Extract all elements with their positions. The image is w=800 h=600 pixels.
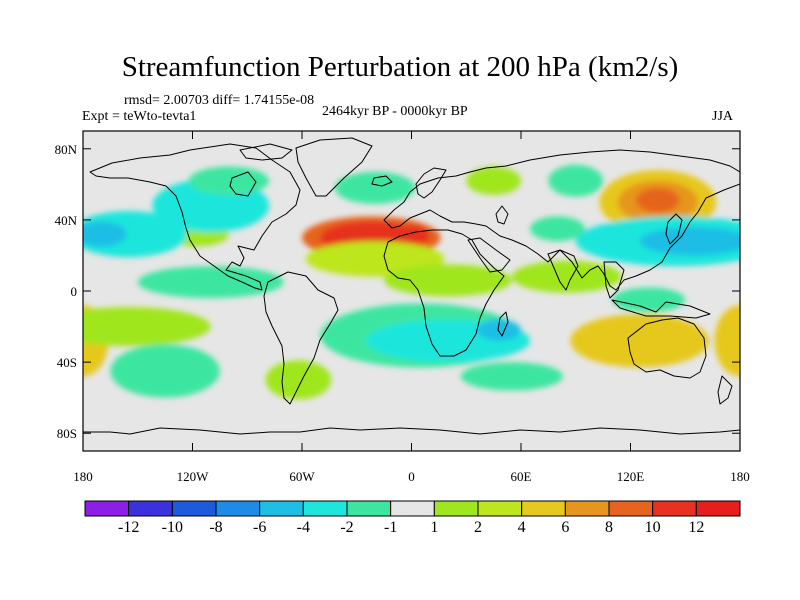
positive-anomaly <box>265 360 332 400</box>
coast-africa <box>383 229 505 357</box>
coast-greenland <box>295 137 373 197</box>
x-tick-label: 120E <box>617 469 645 484</box>
colorbar-box <box>302 500 348 517</box>
negative-anomaly <box>477 319 521 341</box>
coastlines <box>83 137 740 435</box>
experiment-label: Expt = teWto-tevta1 <box>82 109 197 124</box>
colorbar-label: 6 <box>561 519 569 536</box>
negative-anomaly <box>83 221 127 247</box>
colorbar-box <box>259 500 304 517</box>
x-tick-label: 60E <box>511 469 532 484</box>
coast-hudson-bay <box>229 171 257 197</box>
colorbar-box <box>84 500 130 517</box>
coast-india <box>547 249 579 291</box>
negative-anomaly <box>530 216 585 242</box>
colorbar-box <box>477 500 523 517</box>
negative-anomaly <box>612 287 686 313</box>
y-tick-label: 0 <box>71 284 78 299</box>
colorbar-box <box>608 500 654 517</box>
coast-iceland <box>371 175 393 187</box>
coast-arabia <box>467 237 511 273</box>
rmsd-diff-stats: rmsd= 2.00703 diff= 1.74155e-08 <box>124 93 315 108</box>
coast-caspian <box>495 205 509 225</box>
positive-anomaly <box>393 225 430 247</box>
streamfunction-field <box>83 164 740 400</box>
season-label: JJA <box>712 109 734 124</box>
y-tick-label: 40N <box>55 213 78 228</box>
x-tick-label: 0 <box>408 469 415 484</box>
x-axis: 180 120W 60W 0 60E 120E 180 <box>73 131 750 484</box>
negative-anomaly <box>639 227 740 256</box>
negative-anomaly <box>137 266 284 299</box>
coast-antarctica <box>83 427 740 435</box>
positive-anomaly <box>635 187 680 213</box>
colorbar-label: 8 <box>605 519 613 536</box>
colorbar-label: -12 <box>118 519 139 536</box>
coast-new-zealand <box>717 375 733 405</box>
coast-indonesia <box>611 299 711 319</box>
colorbar-label: -6 <box>253 519 266 536</box>
positive-anomaly <box>570 314 709 368</box>
colorbar-label: 10 <box>645 519 661 536</box>
colorbar-label: 1 <box>430 519 438 536</box>
colorbar-box <box>128 500 173 517</box>
positive-anomaly <box>466 166 521 195</box>
colorbar-box <box>433 500 479 517</box>
colorbar-label: 4 <box>518 519 526 536</box>
coast-scandinavia <box>415 167 447 199</box>
negative-anomaly <box>110 344 220 398</box>
x-tick-label: 180 <box>73 469 93 484</box>
colorbar-label: 2 <box>474 519 482 536</box>
coast-south-america <box>263 271 339 405</box>
chart-title: Streamfunction Perturbation at 200 hPa (… <box>121 51 679 83</box>
y-tick-label: 80N <box>55 142 78 157</box>
negative-anomaly <box>460 362 563 391</box>
coast-australia <box>627 317 707 379</box>
colorbar-box <box>346 500 392 517</box>
map-plot: 180 120W 60W 0 60E 120E 180 80N 40N 0 40S 80S <box>55 130 750 484</box>
negative-anomaly <box>548 164 604 197</box>
coast-madagascar <box>497 311 509 337</box>
positive-anomaly <box>511 260 622 293</box>
colorbar-box <box>652 500 697 517</box>
colorbar-box <box>390 500 435 517</box>
coast-japan <box>665 213 683 245</box>
coast-eurasia <box>383 149 740 291</box>
positive-anomaly <box>714 305 740 377</box>
y-axis: 80N 40N 0 40S 80S <box>55 142 740 441</box>
colorbar-label: -1 <box>384 519 397 536</box>
colorbar-label: -8 <box>209 519 222 536</box>
colorbar-box <box>215 500 261 517</box>
colorbar-label: -2 <box>340 519 353 536</box>
negative-anomaly <box>334 171 416 204</box>
positive-anomaly <box>83 307 211 347</box>
coast-arctic-islands <box>239 143 293 161</box>
coast-indochina <box>603 261 625 299</box>
colorbar: -12 -10 -8 -6 -4 -2 -1 1 2 4 6 8 10 12 <box>84 500 741 536</box>
colorbar-box <box>171 500 217 517</box>
colorbar-label: -10 <box>162 519 183 536</box>
y-tick-label: 80S <box>57 426 77 441</box>
colorbar-label: 12 <box>688 519 704 536</box>
colorbar-box <box>695 500 741 517</box>
y-tick-label: 40S <box>57 355 77 370</box>
coast-north-america <box>89 143 301 291</box>
x-tick-label: 120W <box>177 469 210 484</box>
colorbar-label: -4 <box>297 519 310 536</box>
negative-anomaly <box>188 166 270 195</box>
x-tick-label: 60W <box>289 469 315 484</box>
x-tick-label: 180 <box>730 469 750 484</box>
colorbar-box <box>521 500 566 517</box>
period-label: 2464kyr BP - 0000kyr BP <box>322 104 468 119</box>
colorbar-box <box>564 500 610 517</box>
